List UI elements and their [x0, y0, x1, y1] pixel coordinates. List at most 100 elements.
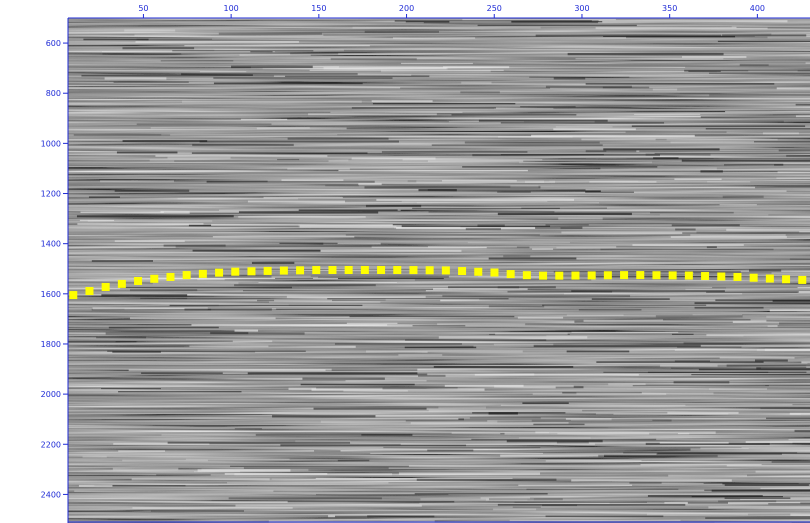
reflector-band [799, 230, 810, 233]
horizon-dash[interactable] [328, 266, 337, 274]
reflector-band [448, 275, 540, 278]
horizon-dash[interactable] [231, 267, 240, 276]
reflector-band [352, 26, 541, 29]
horizon-dash[interactable] [215, 268, 224, 277]
horizon-dash[interactable] [344, 266, 353, 274]
reflector-band [555, 126, 613, 128]
reflector-band [556, 441, 589, 444]
horizon-dash[interactable] [782, 275, 791, 284]
reflector-band [517, 316, 564, 319]
reflector-band [405, 20, 603, 23]
reflector-band [467, 241, 570, 244]
horizon-dash[interactable] [733, 272, 742, 281]
reflector-band [404, 346, 477, 349]
horizon-dash[interactable] [539, 271, 548, 280]
horizon-dash[interactable] [117, 279, 126, 288]
horizon-dash[interactable] [182, 271, 191, 280]
horizon-dash[interactable] [441, 266, 450, 275]
reflector-band [488, 257, 577, 260]
horizon-dash[interactable] [166, 272, 175, 281]
horizon-dash[interactable] [296, 266, 305, 275]
reflector-band [574, 320, 733, 323]
horizon-dash[interactable] [279, 266, 288, 275]
horizon-dash[interactable] [798, 275, 807, 284]
reflector-band [777, 325, 810, 328]
horizon-dash[interactable] [101, 282, 110, 291]
reflector-band [478, 119, 608, 122]
horizon-dash[interactable] [765, 274, 774, 283]
horizon-dash[interactable] [474, 267, 483, 276]
reflector-band [652, 88, 678, 91]
reflector-band [107, 350, 306, 352]
reflector-band [243, 467, 389, 469]
reflector-band [464, 141, 600, 144]
reflector-band [444, 384, 524, 387]
horizon-dash[interactable] [571, 271, 580, 280]
y-tick-label: 1800 [41, 340, 61, 349]
horizon-dash[interactable] [393, 266, 402, 274]
horizon-dash[interactable] [636, 271, 645, 280]
reflector-band [402, 159, 543, 161]
horizon-dash[interactable] [134, 276, 143, 285]
reflector-band [668, 474, 748, 477]
reflector-band [805, 62, 810, 64]
horizon-dash[interactable] [312, 266, 321, 275]
reflector-band [570, 419, 653, 421]
horizon-dash[interactable] [506, 270, 515, 279]
horizon-dash[interactable] [668, 271, 677, 280]
horizon-dash[interactable] [360, 266, 369, 274]
reflector-band [765, 385, 810, 387]
horizon-dash[interactable] [555, 271, 564, 280]
horizon-dash[interactable] [620, 271, 629, 280]
reflector-band [472, 412, 566, 414]
reflector-band [625, 131, 727, 133]
reflector-band [247, 200, 345, 203]
reflector-band [709, 94, 810, 97]
horizon-dash[interactable] [587, 271, 596, 280]
reflector-band [518, 484, 633, 486]
horizon-dash[interactable] [69, 291, 78, 300]
reflector-band [414, 279, 592, 281]
reflector-band [709, 72, 810, 74]
horizon-dash[interactable] [150, 274, 159, 283]
horizon-dash[interactable] [458, 267, 467, 276]
horizon-pick[interactable] [69, 266, 807, 300]
reflector-band [687, 501, 728, 504]
reflector-band [338, 169, 528, 172]
horizon-dash[interactable] [409, 266, 418, 275]
reflector-band [160, 210, 239, 213]
horizon-dash[interactable] [490, 268, 499, 277]
x-tick-label: 350 [662, 4, 677, 13]
horizon-dash[interactable] [425, 266, 434, 275]
reflector-band [122, 47, 195, 50]
reflector-band [250, 51, 273, 53]
reflector-band [394, 226, 461, 229]
reflector-band [247, 372, 418, 375]
horizon-dash[interactable] [749, 273, 758, 282]
horizon-dash[interactable] [684, 271, 693, 280]
horizon-dash[interactable] [263, 266, 272, 275]
reflector-band [461, 81, 492, 84]
reflector-band [82, 455, 107, 458]
horizon-dash[interactable] [603, 271, 612, 280]
horizon-dash[interactable] [247, 267, 256, 276]
horizon-dash[interactable] [377, 266, 386, 274]
horizon-dash[interactable] [701, 272, 710, 281]
horizon-dash[interactable] [198, 269, 207, 278]
reflector-band [608, 383, 646, 386]
horizon-dash[interactable] [85, 287, 94, 296]
y-tick-label: 2400 [41, 490, 61, 499]
horizon-dash[interactable] [522, 271, 531, 280]
reflector-band [598, 20, 788, 23]
horizon-dash[interactable] [717, 272, 726, 281]
reflector-band [309, 69, 504, 72]
reflector-band [383, 446, 541, 449]
horizon-dash[interactable] [652, 271, 661, 280]
reflector-band [281, 179, 344, 181]
reflector-band [581, 138, 656, 141]
reflector-band [794, 429, 810, 433]
reflector-band [691, 496, 783, 498]
reflector-band [314, 450, 341, 452]
